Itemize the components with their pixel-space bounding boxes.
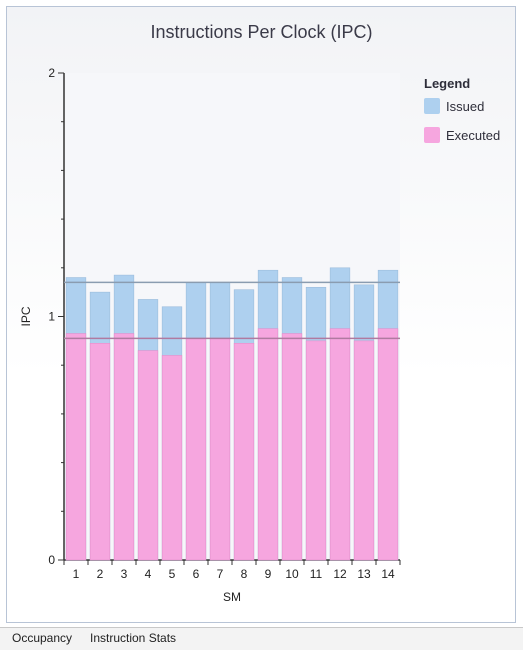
x-tick-label: 14: [381, 567, 395, 581]
x-tick-label: 7: [217, 567, 224, 581]
bar-executed-sm-13: [353, 340, 375, 561]
bar-executed-sm-10: [281, 333, 303, 561]
bottom-tab-bar: Occupancy Instruction Stats: [0, 627, 523, 650]
tab-occupancy[interactable]: Occupancy: [12, 631, 73, 645]
legend-label-executed: Executed: [446, 127, 501, 143]
bar-executed-sm-2: [89, 342, 111, 561]
bar-executed-sm-9: [257, 328, 279, 561]
x-tick-label: 1: [73, 567, 80, 581]
tab-instruction-stats[interactable]: Instruction Stats: [90, 631, 177, 645]
x-axis-label: SM: [223, 590, 241, 604]
bar-executed-sm-4: [137, 350, 159, 561]
x-tick-label: 6: [193, 567, 200, 581]
x-tick-label: 10: [285, 567, 299, 581]
legend-item-issued: Issued: [424, 98, 484, 114]
y-axis-label: IPC: [19, 306, 33, 326]
x-tick-label: 9: [265, 567, 272, 581]
bar-executed-sm-8: [233, 342, 255, 561]
bar-executed-sm-3: [113, 333, 135, 561]
y-tick-label: 1: [48, 310, 55, 324]
x-tick-label: 8: [241, 567, 248, 581]
bar-executed-sm-1: [65, 333, 87, 561]
legend-item-executed: Executed: [424, 127, 500, 143]
bar-executed-sm-5: [161, 355, 183, 561]
legend-label-issued: Issued: [446, 98, 485, 114]
bar-executed-sm-11: [305, 340, 327, 561]
bar-executed-sm-14: [377, 328, 399, 561]
legend-swatch-executed: [424, 127, 440, 143]
legend-title: Legend: [424, 76, 471, 91]
x-tick-label: 11: [310, 567, 323, 581]
bar-executed-sm-6: [185, 338, 207, 561]
x-tick-label: 5: [169, 567, 176, 581]
x-tick-label: 4: [145, 567, 152, 581]
chart-title: Instructions Per Clock (IPC): [150, 22, 373, 42]
legend-swatch-issued: [424, 98, 440, 114]
y-tick-label: 2: [48, 66, 55, 80]
x-tick-label: 3: [121, 567, 128, 581]
x-tick-label: 2: [97, 567, 104, 581]
x-tick-label: 12: [333, 567, 347, 581]
bar-executed-sm-7: [209, 338, 231, 561]
y-tick-label: 0: [48, 553, 55, 567]
bar-executed-sm-12: [329, 328, 351, 561]
x-tick-label: 13: [357, 567, 371, 581]
